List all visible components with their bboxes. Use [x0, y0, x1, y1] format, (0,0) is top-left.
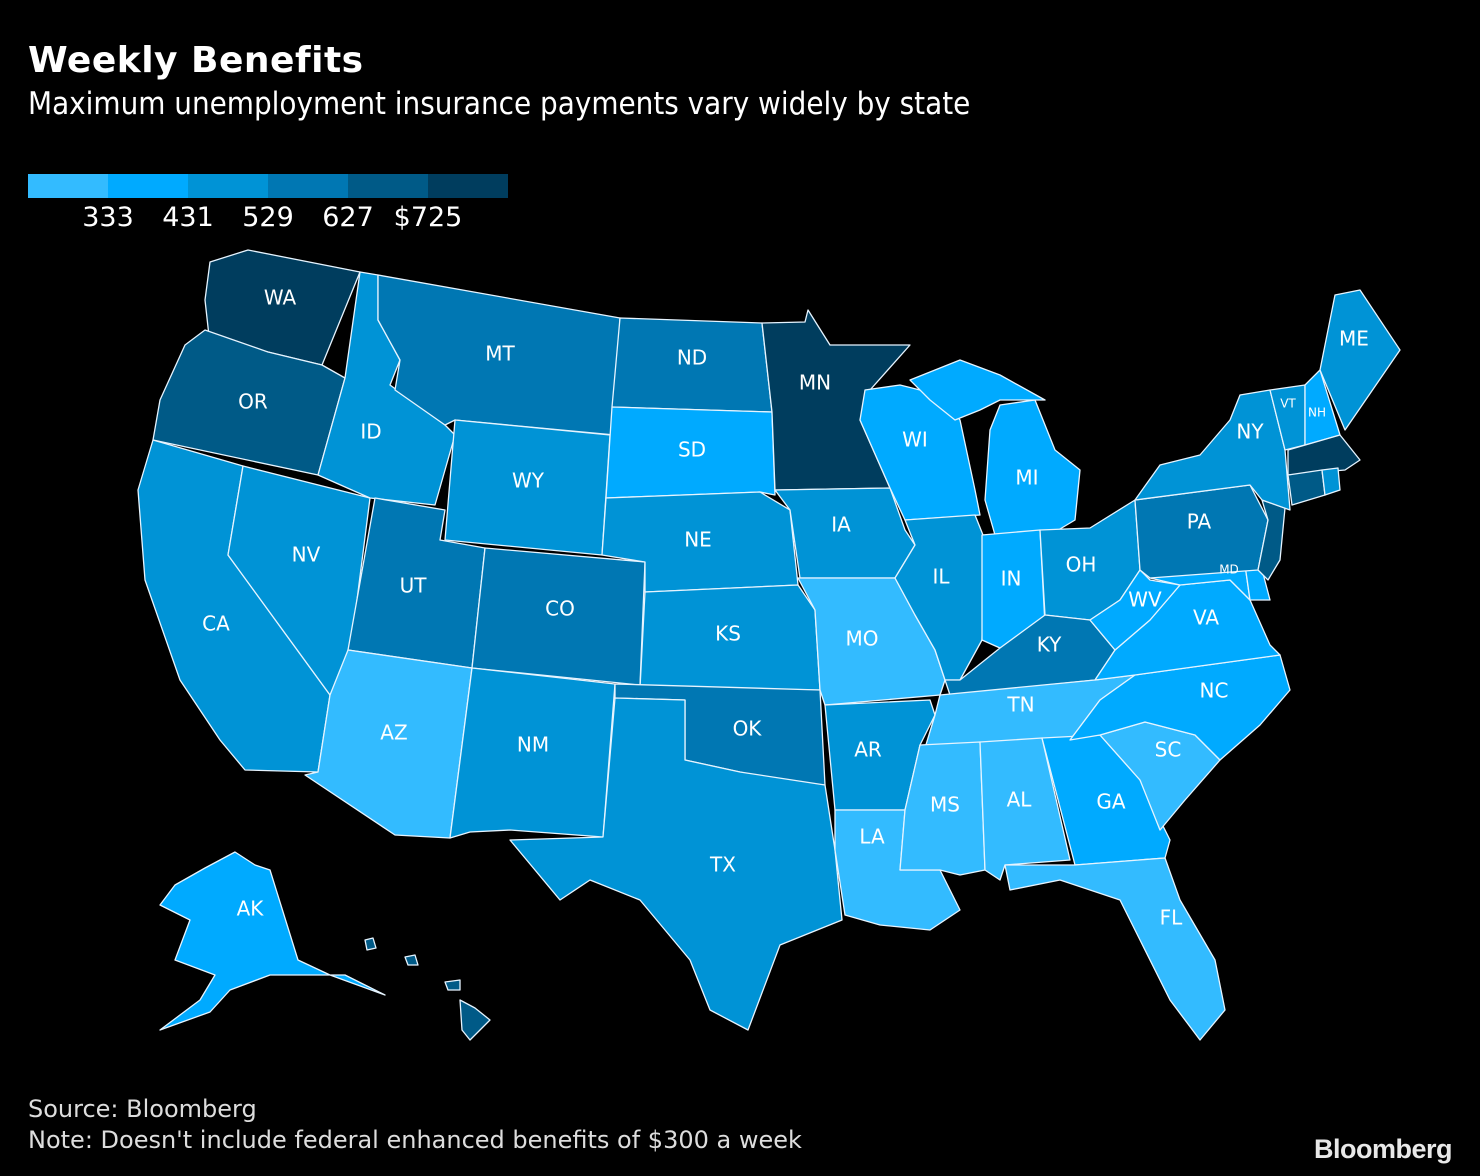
label-NY: NY: [1236, 420, 1264, 444]
label-NH: NH: [1308, 406, 1326, 420]
chart-title: Weekly Benefits: [28, 40, 364, 81]
state-WV: [1089, 569, 1181, 651]
state-SD: [605, 406, 776, 499]
label-NC: NC: [1200, 679, 1229, 703]
label-IN: IN: [1001, 567, 1022, 591]
legend-swatch-3: [188, 174, 268, 198]
state-AK: [159, 851, 386, 1031]
label-MS: MS: [930, 793, 960, 817]
label-KY: KY: [1037, 633, 1062, 657]
legend-tick: 333: [82, 202, 134, 233]
label-WV: WV: [1128, 588, 1162, 612]
state-NC: [1069, 654, 1291, 761]
legend-tick: $725: [393, 202, 463, 233]
label-VA: VA: [1193, 606, 1219, 630]
state-HI-maui: [444, 979, 461, 991]
label-VT: VT: [1280, 397, 1296, 411]
note-text: Note: Doesn't include federal enhanced b…: [28, 1126, 802, 1154]
state-MI: [984, 399, 1081, 536]
label-MN: MN: [799, 371, 831, 395]
label-MD: MD: [1219, 563, 1239, 577]
label-IA: IA: [831, 513, 851, 537]
legend-swatch-4: [268, 174, 348, 198]
label-MO: MO: [846, 627, 879, 651]
color-legend: [28, 174, 508, 198]
state-MI-UP: [909, 359, 1046, 421]
legend-swatch-1: [28, 174, 108, 198]
chart-subtitle: Maximum unemployment insurance payments …: [28, 86, 971, 122]
label-OR: OR: [238, 390, 268, 414]
label-NV: NV: [292, 543, 321, 567]
source-text: Source: Bloomberg: [28, 1095, 257, 1123]
footer: Source: Bloomberg Note: Doesn't include …: [28, 1094, 802, 1156]
state-HI-kauai: [364, 937, 377, 951]
label-CA: CA: [202, 612, 230, 636]
label-GA: GA: [1096, 790, 1125, 814]
legend-swatch-6: [428, 174, 508, 198]
label-ID: ID: [360, 420, 381, 444]
label-SC: SC: [1155, 738, 1182, 762]
label-AZ: AZ: [380, 721, 407, 745]
label-PA: PA: [1187, 510, 1212, 534]
bloomberg-logo: Bloomberg: [1313, 1134, 1453, 1164]
label-TX: TX: [709, 853, 736, 877]
state-HI-oahu: [404, 954, 419, 966]
state-HI-big: [459, 999, 491, 1041]
label-WY: WY: [512, 469, 545, 493]
legend-swatch-5: [348, 174, 428, 198]
label-NM: NM: [517, 733, 549, 757]
state-MA: [1287, 434, 1361, 476]
legend-tick: 529: [242, 202, 294, 233]
label-AK: AK: [237, 897, 265, 921]
label-AR: AR: [854, 738, 882, 762]
label-OK: OK: [733, 717, 763, 741]
state-FL: [1004, 857, 1226, 1041]
label-TN: TN: [1006, 693, 1034, 717]
state-RI: [1321, 467, 1341, 496]
legend-swatch-2: [108, 174, 188, 198]
label-UT: UT: [400, 574, 428, 598]
state-CT: [1287, 469, 1326, 506]
state-ME: [1319, 289, 1401, 431]
label-ME: ME: [1339, 327, 1369, 351]
label-WI: WI: [902, 428, 928, 452]
legend-labels: 333 431 529 627 $725: [28, 202, 508, 236]
label-IL: IL: [932, 565, 950, 589]
label-NE: NE: [684, 528, 712, 552]
label-KS: KS: [715, 622, 741, 646]
legend-tick: 431: [162, 202, 214, 233]
label-LA: LA: [859, 825, 885, 849]
label-OH: OH: [1066, 553, 1097, 577]
legend-tick: 627: [322, 202, 374, 233]
label-AL: AL: [1007, 788, 1033, 812]
label-MI: MI: [1015, 466, 1038, 490]
label-WA: WA: [264, 286, 297, 310]
label-FL: FL: [1160, 906, 1184, 930]
label-ND: ND: [677, 346, 707, 370]
label-CO: CO: [545, 597, 575, 621]
label-MT: MT: [485, 342, 515, 366]
state-TX: [509, 697, 843, 1031]
label-SD: SD: [678, 438, 706, 462]
